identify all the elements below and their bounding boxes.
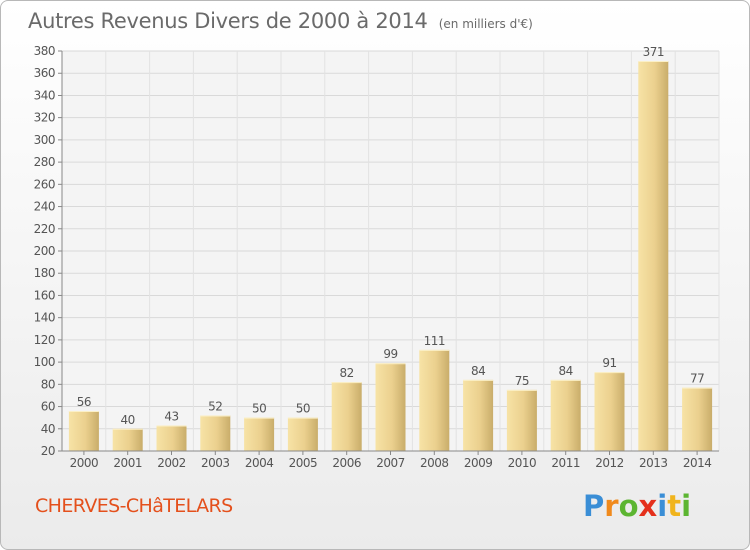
x-tick-label: 2014 [683, 456, 712, 470]
y-tick-label: 120 [34, 333, 55, 347]
x-tick-label: 2009 [464, 456, 493, 470]
data-label: 84 [559, 364, 573, 378]
y-tick-label: 240 [34, 200, 55, 214]
logo-letter: r [604, 489, 619, 523]
y-tick-label: 20 [41, 444, 55, 458]
bar [682, 387, 713, 451]
x-tick-label: 2006 [332, 456, 361, 470]
data-label: 52 [208, 399, 222, 413]
bar [375, 363, 406, 451]
data-label: 75 [515, 374, 529, 388]
logo-letter: o [618, 489, 639, 523]
y-tick-label: 140 [34, 311, 55, 325]
y-tick-label: 320 [34, 111, 55, 125]
x-tick-label: 2002 [157, 456, 186, 470]
data-label: 77 [690, 372, 704, 386]
x-tick-label: 2011 [551, 456, 580, 470]
x-tick-label: 2001 [113, 456, 142, 470]
y-tick-label: 280 [34, 155, 55, 169]
bar [200, 415, 231, 451]
x-tick-label: 2008 [420, 456, 449, 470]
x-tick-label: 2013 [639, 456, 668, 470]
data-label: 371 [643, 45, 664, 59]
bar [638, 61, 669, 451]
bar [112, 428, 143, 451]
bar [594, 372, 625, 451]
data-label: 50 [252, 402, 266, 416]
y-tick-label: 200 [34, 244, 55, 258]
logo-letter: i [657, 489, 668, 523]
x-tick-label: 2003 [201, 456, 230, 470]
bar [419, 349, 450, 451]
bar [68, 411, 99, 451]
x-tick-label: 2012 [595, 456, 624, 470]
proxiti-logo: Proxiti [583, 489, 691, 523]
y-tick-label: 180 [34, 266, 55, 280]
data-label: 82 [340, 366, 354, 380]
data-label: 40 [121, 413, 135, 427]
bar [506, 389, 537, 451]
data-label: 111 [424, 334, 445, 348]
bar [550, 379, 581, 451]
data-label: 99 [383, 347, 397, 361]
chart-title: Autres Revenus Divers de 2000 à 2014 (en… [28, 9, 533, 33]
data-label: 84 [471, 364, 485, 378]
data-label: 50 [296, 402, 310, 416]
data-label: 56 [77, 395, 91, 409]
commune-name: CHERVES-CHâTELARS [35, 495, 233, 517]
x-tick-label: 2004 [245, 456, 274, 470]
y-tick-label: 80 [41, 377, 55, 391]
y-tick-label: 360 [34, 66, 55, 80]
logo-letter: x [638, 489, 658, 523]
bar [331, 382, 362, 451]
y-tick-label: 100 [34, 355, 55, 369]
y-tick-label: 300 [34, 133, 55, 147]
bar [287, 417, 318, 451]
y-tick-label: 260 [34, 177, 55, 191]
logo-letter: t [667, 489, 682, 523]
x-tick-label: 2005 [289, 456, 318, 470]
x-tick-label: 2007 [376, 456, 405, 470]
y-tick-label: 160 [34, 288, 55, 302]
y-tick-label: 220 [34, 222, 55, 236]
bar [244, 417, 275, 451]
x-tick-label: 2010 [508, 456, 537, 470]
x-tick-label: 2000 [70, 456, 99, 470]
y-tick-label: 40 [41, 422, 55, 436]
logo-letter: P [583, 489, 605, 523]
title-unit: (en milliers d'€) [438, 17, 533, 31]
logo-letter: i [681, 489, 692, 523]
bar [463, 379, 494, 451]
data-label: 91 [602, 356, 616, 370]
y-tick-label: 60 [41, 400, 55, 414]
title-main: Autres Revenus Divers de 2000 à 2014 [28, 9, 428, 33]
y-tick-label: 340 [34, 88, 55, 102]
y-tick-label: 380 [34, 44, 55, 58]
data-label: 43 [164, 409, 178, 423]
bar [156, 425, 187, 451]
